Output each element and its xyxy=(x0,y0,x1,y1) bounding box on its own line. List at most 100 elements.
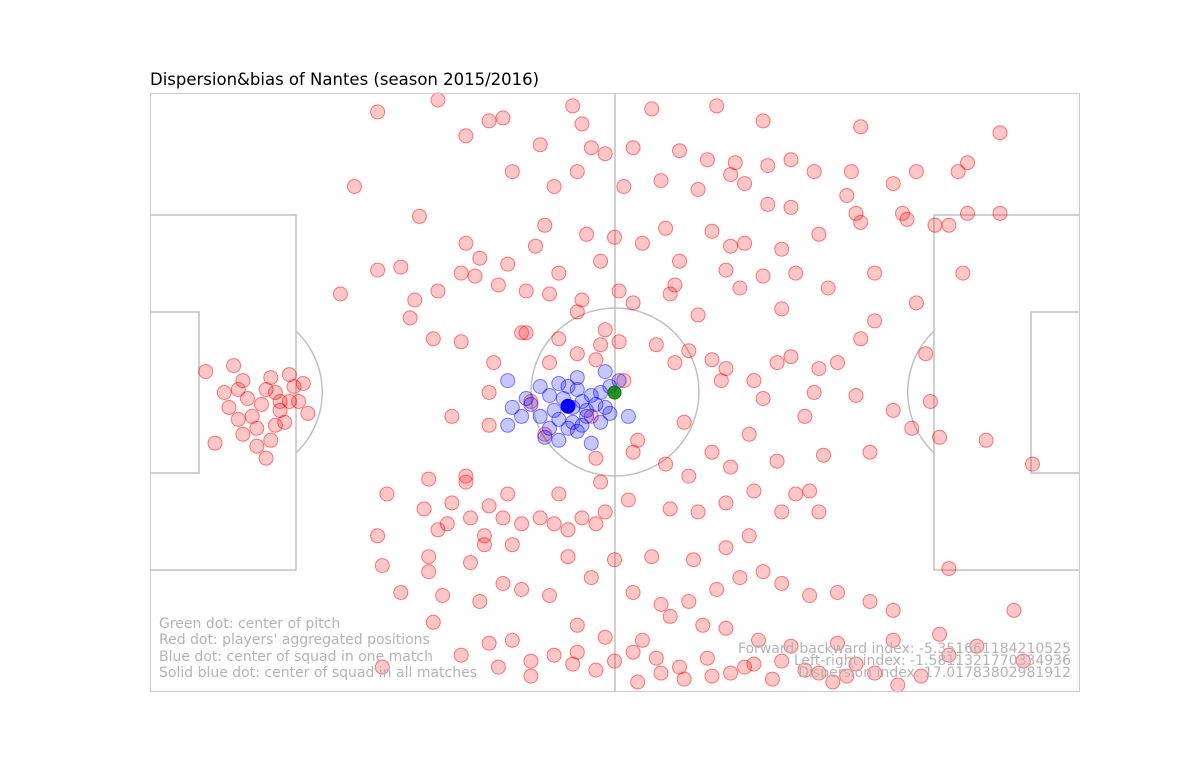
player-position-point xyxy=(774,504,790,520)
player-position-point xyxy=(867,265,883,281)
player-position-point xyxy=(820,280,836,296)
match-center-point xyxy=(551,376,567,391)
forward-backward-index: Forward-backward index: -5.3516611842105… xyxy=(738,641,1071,657)
player-position-point xyxy=(760,158,776,174)
player-position-point xyxy=(885,632,901,648)
player-position-point xyxy=(611,283,627,299)
player-position-point xyxy=(583,570,599,586)
player-position-point xyxy=(514,516,530,532)
player-position-point xyxy=(249,420,265,436)
player-position-point xyxy=(1015,653,1031,669)
player-position-point xyxy=(918,346,934,362)
player-position-point xyxy=(249,438,265,454)
match-center-point xyxy=(514,408,530,424)
player-position-point xyxy=(458,128,474,144)
index-readouts: Forward-backward index: -5.3516611842105… xyxy=(738,641,1071,681)
player-position-point xyxy=(932,626,948,642)
player-position-point xyxy=(453,265,469,281)
player-position-point xyxy=(704,668,720,684)
player-position-point xyxy=(746,656,762,672)
player-position-point xyxy=(490,659,506,675)
player-position-point xyxy=(518,283,534,299)
match-center-point xyxy=(560,379,576,394)
player-position-point xyxy=(425,614,441,630)
player-position-point xyxy=(737,235,753,251)
player-position-point xyxy=(681,468,697,484)
player-position-point xyxy=(514,582,530,597)
match-center-point xyxy=(569,423,585,439)
player-position-point xyxy=(625,644,641,660)
match-center-point xyxy=(560,420,576,436)
player-position-point xyxy=(653,596,669,612)
player-position-point xyxy=(486,355,502,371)
player-position-point xyxy=(481,385,497,400)
player-position-point xyxy=(207,435,223,451)
player-position-point xyxy=(709,582,725,597)
player-position-point xyxy=(853,331,869,347)
player-position-point xyxy=(955,265,971,281)
player-position-point xyxy=(950,164,966,180)
player-position-point xyxy=(755,113,771,129)
match-center-point xyxy=(579,408,595,424)
player-position-point xyxy=(802,588,818,603)
player-position-point xyxy=(444,408,460,424)
player-position-point xyxy=(569,346,585,362)
player-position-point xyxy=(662,501,678,517)
player-position-point xyxy=(811,504,827,520)
player-position-point xyxy=(811,361,827,377)
pitch-center-point xyxy=(607,385,622,400)
player-position-point xyxy=(853,214,869,230)
match-center-point xyxy=(602,405,618,421)
player-position-point xyxy=(625,295,641,311)
chart-title: Dispersion&bias of Nantes (season 2015/2… xyxy=(150,70,539,89)
player-position-point xyxy=(588,352,604,368)
player-position-point xyxy=(769,355,785,371)
player-position-point xyxy=(904,420,920,436)
player-position-point xyxy=(374,659,390,675)
player-position-point xyxy=(607,653,622,669)
match-center-point xyxy=(597,364,613,380)
player-position-point xyxy=(667,277,683,293)
player-position-point xyxy=(695,617,711,633)
player-position-point xyxy=(630,674,646,690)
player-position-point xyxy=(560,549,576,565)
player-position-point xyxy=(908,295,924,311)
match-center-point xyxy=(579,402,595,418)
match-center-point xyxy=(565,414,581,430)
player-position-point xyxy=(709,98,725,114)
player-position-point xyxy=(546,516,562,532)
player-position-point xyxy=(421,549,437,565)
player-position-point xyxy=(848,205,864,221)
player-position-point xyxy=(226,358,242,374)
player-position-point xyxy=(862,444,878,460)
player-position-point xyxy=(969,638,985,654)
player-position-point xyxy=(704,223,720,239)
player-position-point xyxy=(625,140,641,156)
player-position-point xyxy=(644,101,660,117)
match-center-point xyxy=(542,388,557,403)
player-position-point xyxy=(885,602,901,618)
player-position-point xyxy=(216,385,232,400)
player-position-point xyxy=(806,164,822,180)
overall-center-point xyxy=(560,398,576,414)
player-position-point xyxy=(690,182,706,197)
player-position-point xyxy=(634,632,650,648)
player-position-point xyxy=(672,253,687,269)
match-center-point xyxy=(620,408,636,424)
player-position-point xyxy=(718,540,734,556)
player-position-point xyxy=(648,337,664,353)
player-position-point xyxy=(332,286,348,302)
player-position-point xyxy=(932,429,948,445)
player-position-point xyxy=(913,668,929,684)
note-red-dot: Red dot: players' aggregated positions xyxy=(159,632,430,648)
player-position-point xyxy=(741,528,757,544)
note-green-dot: Green dot: center of pitch xyxy=(159,616,340,632)
player-position-point xyxy=(620,492,636,508)
player-position-point xyxy=(723,459,739,475)
player-position-point xyxy=(746,373,762,389)
left-penalty-arc xyxy=(295,330,323,454)
player-position-point xyxy=(235,373,251,389)
player-position-point xyxy=(458,235,474,251)
player-position-point xyxy=(992,205,1008,221)
player-position-point xyxy=(546,647,562,663)
